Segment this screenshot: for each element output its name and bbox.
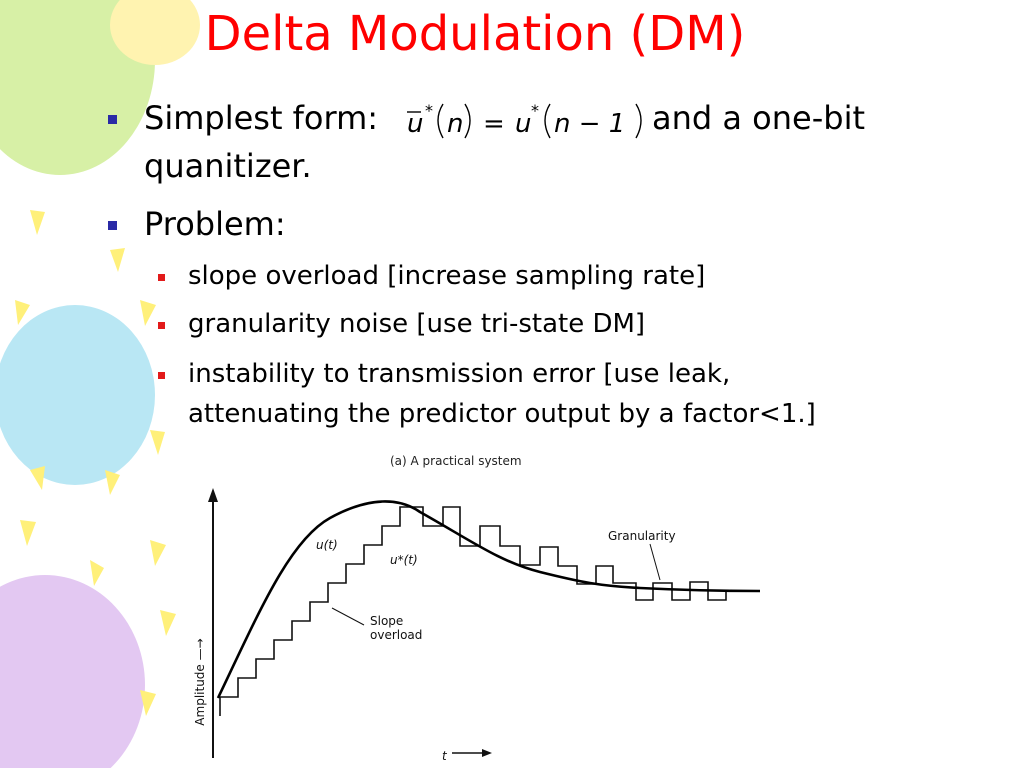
equation-u-bar: u [407, 109, 423, 139]
equation: u * n = u * n − 1 [407, 101, 642, 139]
equation-n: n [447, 109, 463, 139]
sub-bullet-granularity-noise: granularity noise [use tri-state DM] [188, 309, 646, 339]
bullet-problem: Problem: [144, 205, 286, 243]
bullet-simplest-form-prefix: Simplest form: [144, 99, 379, 137]
sub-bullet-marker [158, 274, 165, 281]
balloon-yellow [110, 0, 200, 65]
bullet-simplest-form-suffix: and a one-bit [652, 99, 865, 137]
y-axis-arrow [208, 488, 218, 502]
x-axis-label: t [442, 749, 448, 763]
paren-open-2 [544, 103, 551, 139]
granularity-label: Granularity [608, 529, 676, 543]
confetti [15, 210, 176, 716]
bullet-marker [108, 221, 117, 230]
slope-overload-line2: overload [370, 628, 422, 642]
sub-bullet-marker [158, 372, 165, 379]
sub-bullet-instability-line2: attenuating the predictor output by a fa… [188, 399, 816, 429]
label-u-star: u*(t) [390, 553, 418, 567]
bullet-simplest-form-line2: quanitizer. [144, 147, 312, 185]
equation-equals: = [483, 109, 505, 139]
sub-bullet-marker [158, 322, 165, 329]
paren-close-2 [635, 103, 642, 139]
paren-open-1 [437, 103, 444, 139]
figure-caption: (a) A practical system [390, 454, 522, 468]
curve-u [216, 500, 761, 699]
x-axis-arrow-head [482, 749, 492, 757]
label-u: u(t) [316, 538, 338, 552]
bullet-marker [108, 115, 117, 124]
equation-u: u [515, 109, 531, 139]
slide-title: Delta Modulation (DM) [204, 6, 746, 62]
slope-overload-pointer [331, 607, 365, 626]
delta-modulation-figure: (a) A practical system Amplitude —→ t u(… [193, 454, 761, 763]
y-axis-label: Amplitude —→ [193, 638, 207, 725]
balloon-purple [0, 575, 145, 768]
sub-bullet-instability-line1: instability to transmission error [use l… [188, 359, 731, 389]
paren-close-1 [464, 103, 471, 139]
equation-n-minus-1: n − 1 [554, 109, 625, 139]
sub-bullet-slope-overload: slope overload [increase sampling rate] [188, 261, 706, 291]
staircase-u-star [219, 506, 727, 716]
equation-star-1: * [425, 101, 433, 120]
slope-overload-line1: Slope [370, 614, 403, 628]
balloon-blue [0, 305, 155, 485]
equation-star-2: * [531, 101, 539, 120]
granularity-pointer [649, 543, 661, 581]
